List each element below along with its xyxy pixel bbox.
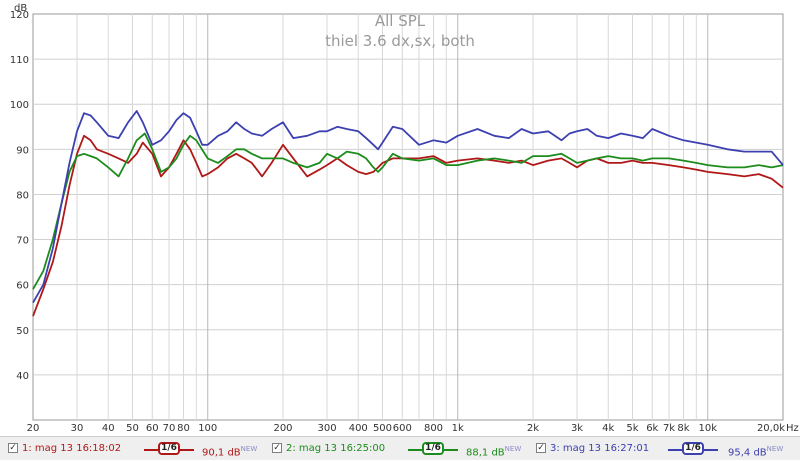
y-tick-label: 110: [10, 55, 29, 66]
series-line-3: [32, 110, 784, 304]
x-tick-label: 200: [273, 423, 292, 434]
x-tick-label: 800: [424, 423, 443, 434]
x-tick-label: 70: [163, 423, 176, 434]
x-tick-label: 80: [177, 423, 190, 434]
x-tick-label: 300: [317, 423, 336, 434]
y-tick-label: 70: [16, 236, 29, 247]
chart-subtitle: thiel 3.6 dx,sx, both: [325, 32, 475, 50]
x-tick-label: 100: [198, 423, 217, 434]
legend-checkbox-3[interactable]: ✓: [536, 443, 546, 453]
legend-item-3: ✓ 3: mag 13 16:27:01 1/6 95,4 dBNEW: [536, 441, 798, 458]
x-tick-label: 6k: [646, 423, 658, 434]
x-tick-label: 10k: [698, 423, 717, 434]
y-tick-label: 90: [16, 145, 29, 156]
plot-frame: [32, 13, 784, 421]
x-tick-label: 60: [146, 423, 159, 434]
x-tick-label: 3k: [571, 423, 583, 434]
x-tick-label: 50: [126, 423, 139, 434]
x-tick-label: 400: [349, 423, 368, 434]
y-tick-label: 120: [10, 10, 29, 21]
x-tick-label: 40: [102, 423, 115, 434]
y-tick-label: 40: [16, 371, 29, 382]
legend-checkbox-1[interactable]: ✓: [8, 443, 18, 453]
legend-label-2: 2: mag 13 16:25:00: [286, 443, 386, 454]
x-tick-label: 20,0k: [757, 423, 785, 434]
smoothing-label-1: 1/6: [158, 442, 180, 455]
smoothing-button-1[interactable]: 1/6: [144, 441, 194, 457]
smoothing-label-3: 1/6: [682, 442, 704, 455]
legend-label-1: 1: mag 13 16:18:02: [22, 443, 122, 454]
legend-item-2: ✓ 2: mag 13 16:25:00 1/6 88,1 dBNEW: [272, 441, 534, 458]
legend-value-3: 95,4 dBNEW: [728, 445, 784, 459]
x-tick-label: 500: [373, 423, 392, 434]
series-line-2: [32, 132, 784, 290]
x-tick-label: 7k: [663, 423, 675, 434]
series-line-1: [32, 134, 784, 317]
legend-bar: ✓ 1: mag 13 16:18:02 1/6 90,1 dBNEW ✓ 2:…: [0, 436, 800, 460]
x-tick-label: 4k: [602, 423, 614, 434]
x-tick-label: 1k: [452, 423, 464, 434]
chart-title: All SPL: [375, 12, 426, 30]
legend-item-1: ✓ 1: mag 13 16:18:02 1/6 90,1 dBNEW: [8, 441, 268, 458]
smoothing-button-3[interactable]: 1/6: [668, 441, 718, 457]
x-tick-label: 20: [27, 423, 40, 434]
x-axis-unit-label: Hz: [786, 423, 799, 434]
x-tick-label: 30: [71, 423, 84, 434]
y-tick-label: 50: [16, 326, 29, 337]
legend-value-2: 88,1 dBNEW: [466, 445, 522, 459]
x-tick-label: 5k: [626, 423, 638, 434]
smoothing-label-2: 1/6: [422, 442, 444, 455]
legend-checkbox-2[interactable]: ✓: [272, 443, 282, 453]
smoothing-button-2[interactable]: 1/6: [408, 441, 458, 457]
legend-value-1: 90,1 dBNEW: [202, 445, 258, 459]
y-axis-unit-label: dB: [14, 3, 27, 14]
y-tick-label: 100: [10, 100, 29, 111]
x-tick-label: 8k: [677, 423, 689, 434]
x-tick-label: 600: [393, 423, 412, 434]
x-tick-label: 2k: [527, 423, 539, 434]
y-tick-label: 80: [16, 190, 29, 201]
legend-label-3: 3: mag 13 16:27:01: [550, 443, 650, 454]
y-tick-label: 60: [16, 281, 29, 292]
